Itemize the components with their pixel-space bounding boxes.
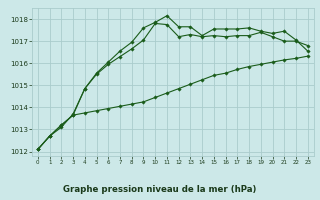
Text: Graphe pression niveau de la mer (hPa): Graphe pression niveau de la mer (hPa)	[63, 185, 257, 194]
